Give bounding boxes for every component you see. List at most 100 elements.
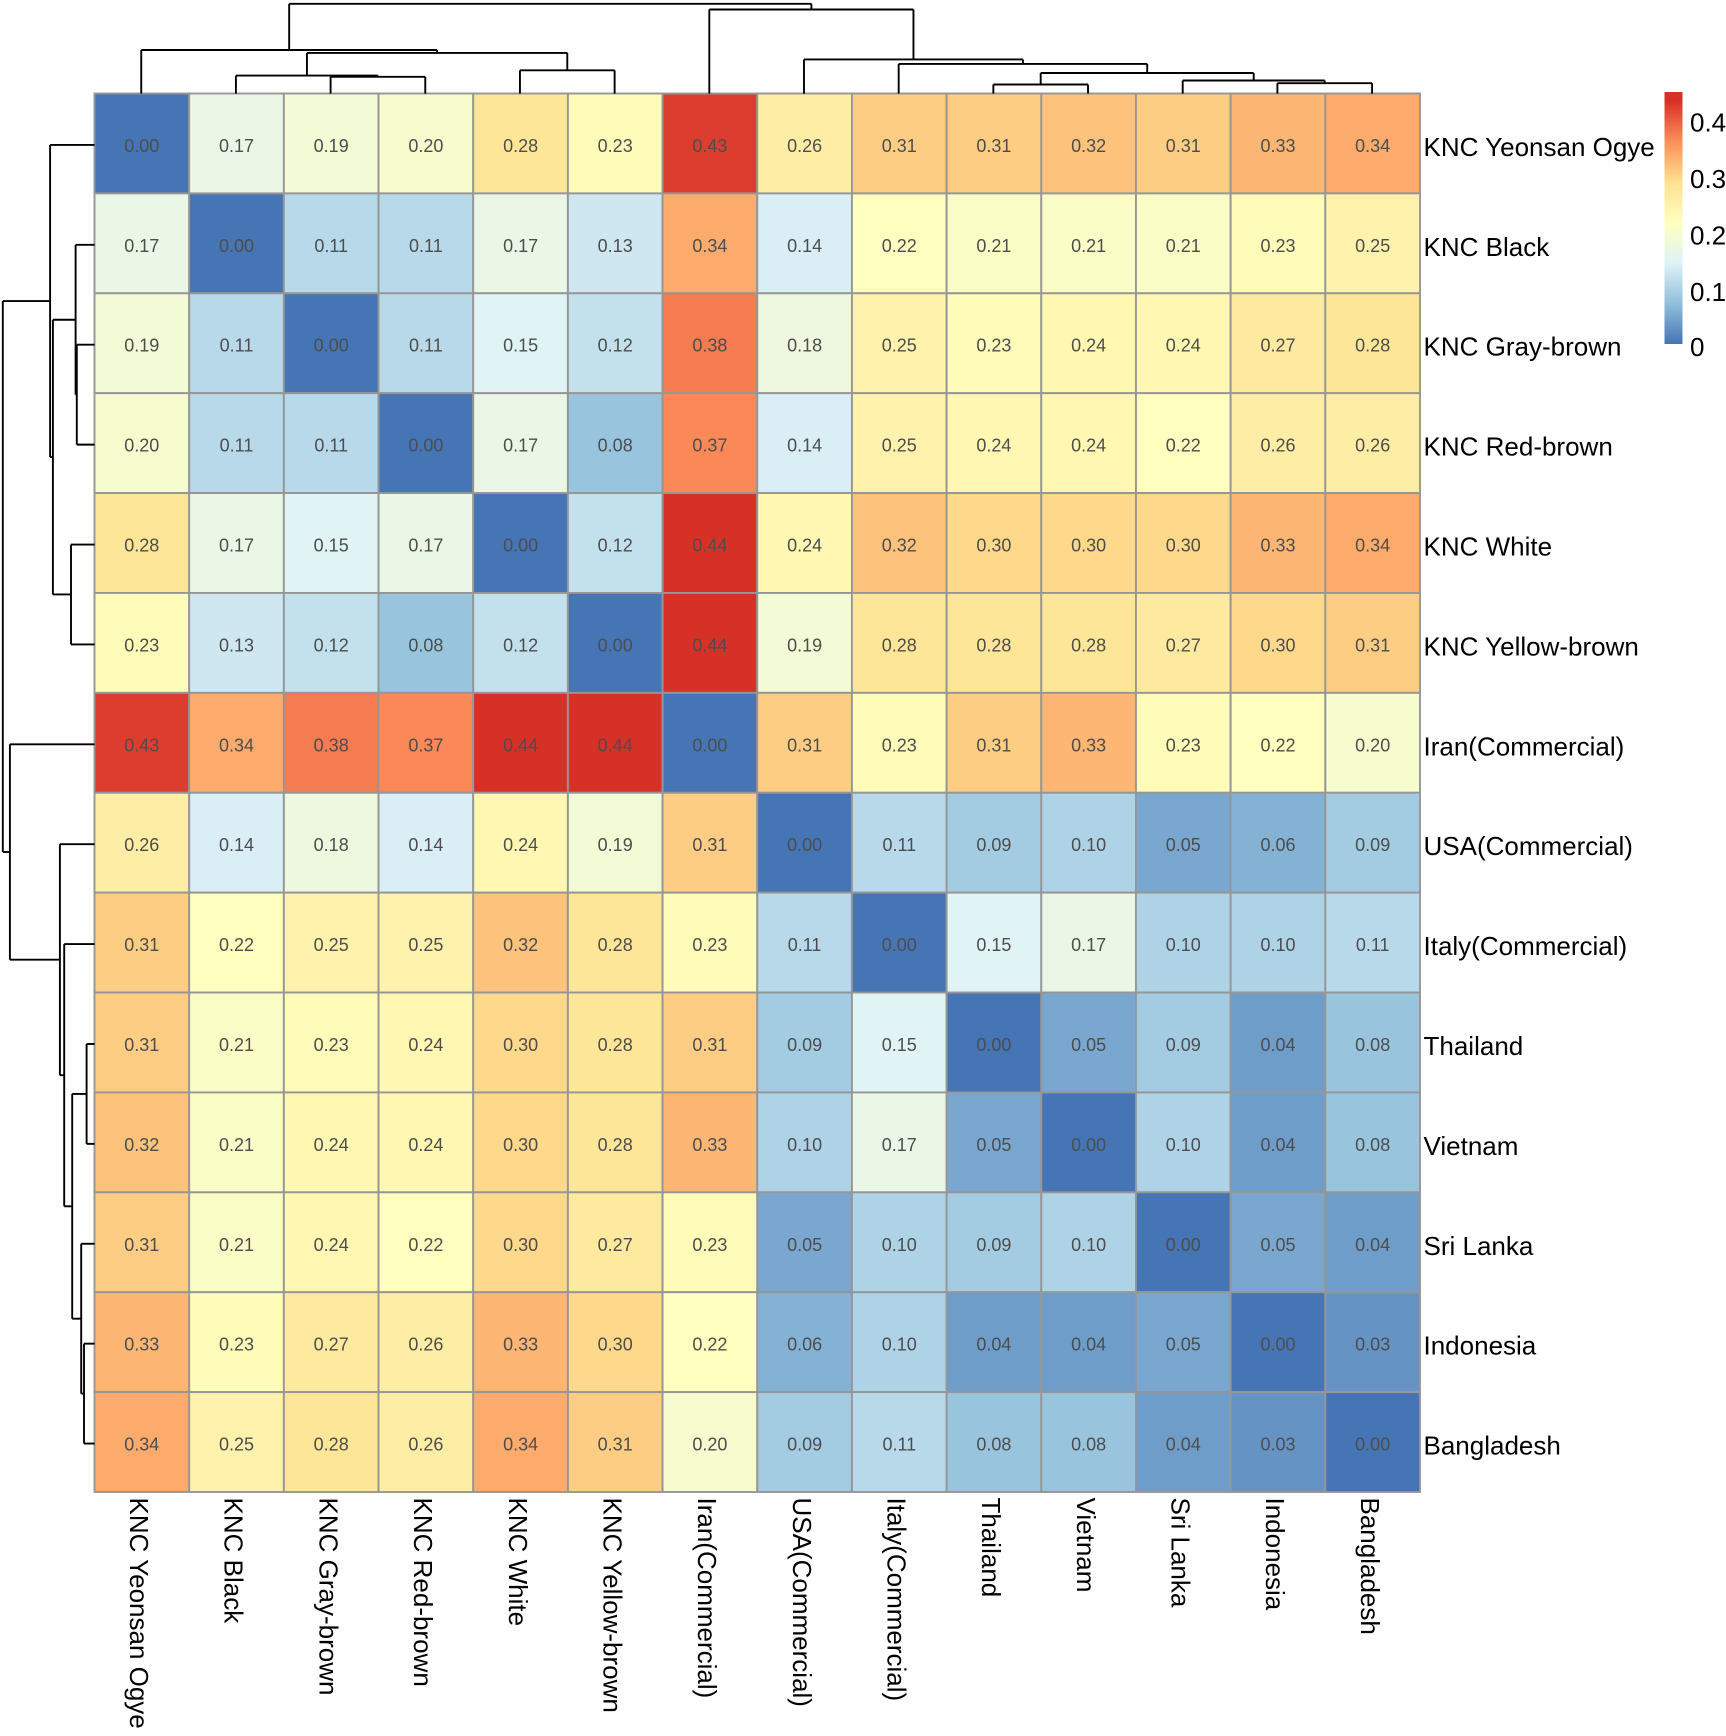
svg-text:0.12: 0.12: [314, 635, 349, 655]
svg-text:KNC Red-brown: KNC Red-brown: [1424, 432, 1613, 462]
svg-text:0.05: 0.05: [787, 1235, 822, 1255]
svg-text:0.23: 0.23: [219, 1335, 254, 1355]
svg-text:0.00: 0.00: [1355, 1435, 1390, 1455]
svg-text:0.19: 0.19: [787, 635, 822, 655]
svg-text:USA(Commercial): USA(Commercial): [787, 1498, 817, 1707]
svg-text:0.27: 0.27: [1166, 635, 1201, 655]
svg-text:0.26: 0.26: [1260, 436, 1295, 456]
svg-text:Sri Lanka: Sri Lanka: [1424, 1231, 1534, 1261]
svg-text:Vietnam: Vietnam: [1071, 1498, 1101, 1593]
svg-text:0.11: 0.11: [409, 336, 443, 356]
svg-text:0.25: 0.25: [882, 436, 917, 456]
svg-text:0.17: 0.17: [219, 136, 254, 156]
svg-text:KNC Black: KNC Black: [219, 1498, 249, 1625]
svg-text:0.21: 0.21: [976, 236, 1011, 256]
svg-text:0.23: 0.23: [692, 1235, 727, 1255]
svg-text:0: 0: [1690, 332, 1704, 362]
svg-text:Bangladesh: Bangladesh: [1424, 1431, 1561, 1461]
svg-text:0.22: 0.22: [219, 935, 254, 955]
svg-text:0.22: 0.22: [408, 1235, 443, 1255]
svg-text:0.00: 0.00: [503, 536, 538, 556]
svg-text:0.09: 0.09: [976, 835, 1011, 855]
svg-text:0.31: 0.31: [124, 1235, 159, 1255]
svg-text:0.23: 0.23: [1166, 735, 1201, 755]
svg-text:0.32: 0.32: [124, 1135, 159, 1155]
svg-text:0.10: 0.10: [1260, 935, 1295, 955]
svg-text:Bangladesh: Bangladesh: [1355, 1498, 1385, 1635]
svg-text:Indonesia: Indonesia: [1260, 1498, 1290, 1611]
svg-text:0.11: 0.11: [1356, 935, 1390, 955]
svg-text:0.32: 0.32: [1071, 136, 1106, 156]
svg-text:0.04: 0.04: [976, 1335, 1011, 1355]
svg-text:0.32: 0.32: [882, 536, 917, 556]
svg-text:0.11: 0.11: [314, 236, 348, 256]
svg-text:0.14: 0.14: [787, 436, 822, 456]
svg-text:Iran(Commercial): Iran(Commercial): [1424, 731, 1625, 761]
svg-text:0.00: 0.00: [124, 136, 159, 156]
svg-text:0.24: 0.24: [408, 1135, 443, 1155]
svg-text:0.18: 0.18: [787, 336, 822, 356]
svg-text:0.30: 0.30: [1166, 536, 1201, 556]
svg-text:0.15: 0.15: [882, 1035, 917, 1055]
svg-text:0.00: 0.00: [882, 935, 917, 955]
svg-text:0.44: 0.44: [503, 735, 538, 755]
svg-text:0.08: 0.08: [1071, 1435, 1106, 1455]
svg-text:0.31: 0.31: [124, 1035, 159, 1055]
svg-text:0.23: 0.23: [598, 136, 633, 156]
svg-text:0.28: 0.28: [503, 136, 538, 156]
svg-text:Vietnam: Vietnam: [1424, 1131, 1519, 1161]
svg-text:0.2: 0.2: [1690, 221, 1726, 251]
svg-text:0.28: 0.28: [882, 635, 917, 655]
svg-text:0.34: 0.34: [124, 1435, 159, 1455]
svg-text:0.26: 0.26: [787, 136, 822, 156]
svg-text:0.12: 0.12: [598, 536, 633, 556]
svg-text:0.09: 0.09: [787, 1435, 822, 1455]
svg-text:0.05: 0.05: [1166, 835, 1201, 855]
svg-text:0.28: 0.28: [598, 1035, 633, 1055]
svg-text:0.22: 0.22: [692, 1335, 727, 1355]
svg-text:0.30: 0.30: [976, 536, 1011, 556]
svg-text:0.11: 0.11: [882, 835, 916, 855]
svg-text:KNC Gray-brown: KNC Gray-brown: [1424, 332, 1622, 362]
svg-text:0.31: 0.31: [1166, 136, 1201, 156]
svg-text:USA(Commercial): USA(Commercial): [1424, 831, 1633, 861]
svg-text:0.43: 0.43: [124, 735, 159, 755]
svg-text:0.31: 0.31: [882, 136, 917, 156]
svg-text:0.09: 0.09: [787, 1035, 822, 1055]
svg-text:0.10: 0.10: [1071, 835, 1106, 855]
svg-text:0.21: 0.21: [219, 1135, 254, 1155]
svg-text:0.23: 0.23: [124, 635, 159, 655]
svg-text:0.33: 0.33: [1260, 136, 1295, 156]
svg-text:0.44: 0.44: [692, 635, 727, 655]
svg-text:0.15: 0.15: [503, 336, 538, 356]
svg-text:0.06: 0.06: [1260, 835, 1295, 855]
svg-text:0.28: 0.28: [598, 935, 633, 955]
svg-text:0.32: 0.32: [503, 935, 538, 955]
svg-text:0.26: 0.26: [124, 835, 159, 855]
svg-text:0.21: 0.21: [219, 1235, 254, 1255]
svg-text:0.14: 0.14: [408, 835, 443, 855]
svg-text:0.04: 0.04: [1071, 1335, 1106, 1355]
svg-text:0.17: 0.17: [503, 236, 538, 256]
svg-text:0.34: 0.34: [503, 1435, 538, 1455]
svg-text:0.1: 0.1: [1690, 277, 1726, 307]
svg-text:0.10: 0.10: [882, 1335, 917, 1355]
svg-text:0.00: 0.00: [598, 635, 633, 655]
svg-text:0.10: 0.10: [1166, 1135, 1201, 1155]
svg-text:0.17: 0.17: [219, 536, 254, 556]
svg-text:0.24: 0.24: [1071, 336, 1106, 356]
svg-text:0.05: 0.05: [1071, 1035, 1106, 1055]
svg-text:0.08: 0.08: [1355, 1135, 1390, 1155]
svg-text:0.30: 0.30: [1260, 635, 1295, 655]
svg-text:0.26: 0.26: [408, 1435, 443, 1455]
svg-text:KNC White: KNC White: [503, 1498, 533, 1627]
svg-text:0.09: 0.09: [1166, 1035, 1201, 1055]
svg-text:0.10: 0.10: [787, 1135, 822, 1155]
svg-text:0.31: 0.31: [692, 1035, 727, 1055]
svg-text:0.31: 0.31: [1355, 635, 1390, 655]
svg-text:0.00: 0.00: [1166, 1235, 1201, 1255]
svg-text:0.11: 0.11: [220, 436, 254, 456]
svg-text:0.17: 0.17: [408, 536, 443, 556]
svg-text:0.25: 0.25: [1355, 236, 1390, 256]
svg-text:0.28: 0.28: [1071, 635, 1106, 655]
